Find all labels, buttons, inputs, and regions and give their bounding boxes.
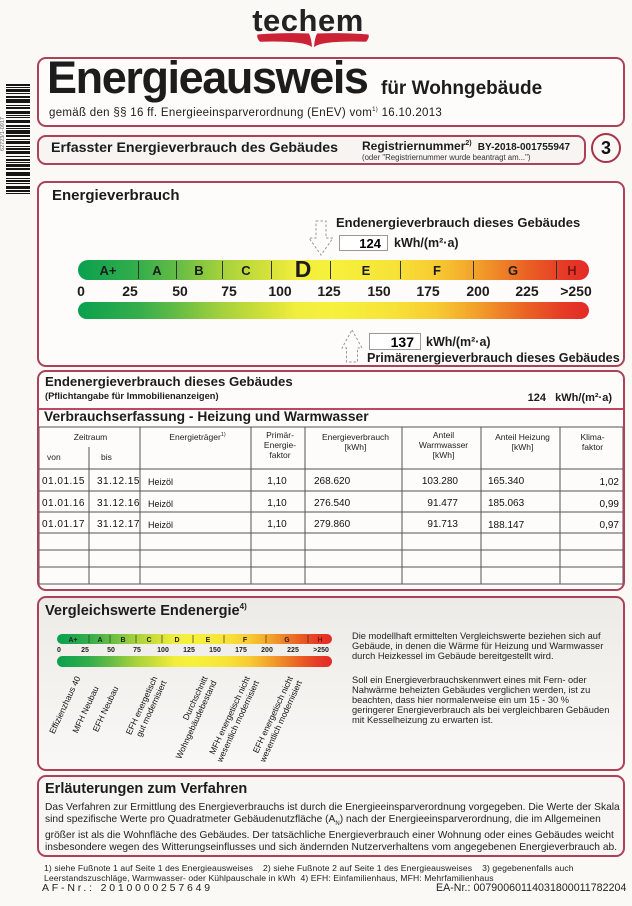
svg-text:>250: >250 xyxy=(313,647,329,654)
svg-text:F: F xyxy=(243,637,248,644)
svg-text:175: 175 xyxy=(235,647,247,654)
svg-text:25: 25 xyxy=(81,647,89,654)
svg-text:B: B xyxy=(120,637,125,644)
svg-text:A+: A+ xyxy=(68,637,77,644)
svg-text:100: 100 xyxy=(157,647,169,654)
svg-text:75: 75 xyxy=(133,647,141,654)
svg-text:E: E xyxy=(206,637,211,644)
svg-text:C: C xyxy=(146,637,151,644)
svg-text:200: 200 xyxy=(261,647,273,654)
svg-text:0: 0 xyxy=(57,647,61,654)
svg-text:225: 225 xyxy=(287,647,299,654)
svg-text:A: A xyxy=(97,637,102,644)
svg-text:50: 50 xyxy=(107,647,115,654)
svg-text:150: 150 xyxy=(209,647,221,654)
svg-text:H: H xyxy=(317,637,322,644)
svg-text:techem: techem xyxy=(252,3,364,38)
svg-text:D: D xyxy=(174,637,179,644)
svg-text:G: G xyxy=(284,637,290,644)
svg-text:125: 125 xyxy=(183,647,195,654)
